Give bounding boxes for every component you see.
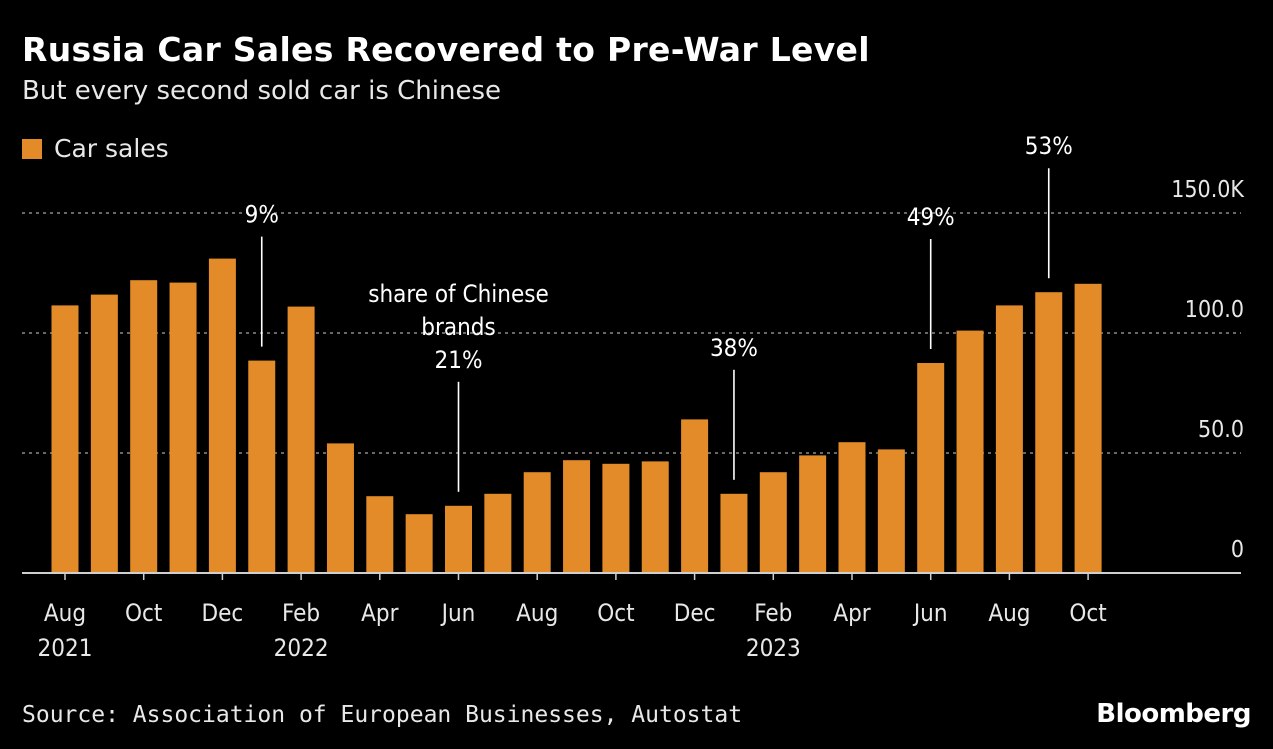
x-year-label: 2021 (38, 634, 93, 662)
bar (208, 258, 236, 573)
bloomberg-logo: Bloomberg (1096, 699, 1251, 729)
x-tick-label: Aug (516, 599, 558, 627)
legend-swatch (22, 138, 42, 159)
bar (917, 363, 945, 573)
bar (1035, 292, 1063, 573)
bar (169, 282, 197, 573)
x-tick-label: Aug (44, 599, 86, 627)
bar (130, 280, 158, 573)
bar (995, 305, 1023, 573)
legend-label: Car sales (54, 134, 169, 163)
bar (877, 449, 905, 573)
y-tick-label: 150.0K (1171, 177, 1244, 203)
x-tick-label: Feb (754, 599, 792, 627)
bar (956, 330, 984, 573)
bar (602, 463, 630, 573)
bar (445, 505, 472, 573)
y-tick-label: 100.0 (1185, 297, 1244, 323)
bar (563, 460, 591, 573)
bar (641, 461, 669, 573)
x-tick-label: Apr (833, 599, 870, 627)
bar (838, 442, 866, 573)
legend: Car sales (22, 134, 169, 163)
bar (720, 493, 748, 573)
chart-title: Russia Car Sales Recovered to Pre-War Le… (22, 30, 870, 69)
annotation-label: brands (421, 313, 495, 341)
annotation-label: share of Chinese (368, 280, 549, 308)
x-tick-label: Apr (361, 599, 398, 627)
chart-subtitle: But every second sold car is Chinese (22, 76, 502, 106)
bar (287, 306, 315, 573)
source-note: Source: Association of European Business… (22, 702, 743, 728)
bar (523, 472, 551, 573)
x-tick-label: Dec (202, 599, 244, 627)
y-tick-label: 50.0 (1198, 417, 1244, 443)
x-tick-label: Jun (912, 599, 948, 627)
y-tick-label: 0 (1231, 537, 1244, 563)
x-tick-label: Feb (282, 599, 320, 627)
bar (681, 419, 709, 573)
x-tick-label: Jun (440, 599, 476, 627)
x-tick-label: Aug (988, 599, 1030, 627)
bar (90, 294, 118, 573)
bar (799, 455, 827, 573)
bar (51, 305, 79, 573)
x-tick-label: Oct (1069, 599, 1106, 627)
annotation-label: 38% (710, 334, 758, 362)
annotation-label: 53% (1025, 132, 1073, 160)
annotation-label: 9% (245, 201, 279, 229)
bar (326, 443, 354, 573)
bar (405, 514, 433, 573)
x-tick-label: Oct (597, 599, 634, 627)
bar (484, 493, 512, 573)
bar (366, 496, 394, 573)
x-tick-label: Oct (125, 599, 162, 627)
x-year-label: 2022 (274, 634, 329, 662)
x-tick-label: Dec (674, 599, 716, 627)
bar (759, 472, 787, 573)
x-year-label: 2023 (746, 634, 801, 662)
bar (248, 360, 276, 573)
annotation-label: 49% (907, 203, 955, 231)
bar (1074, 283, 1102, 573)
annotation-label: 21% (435, 346, 483, 374)
